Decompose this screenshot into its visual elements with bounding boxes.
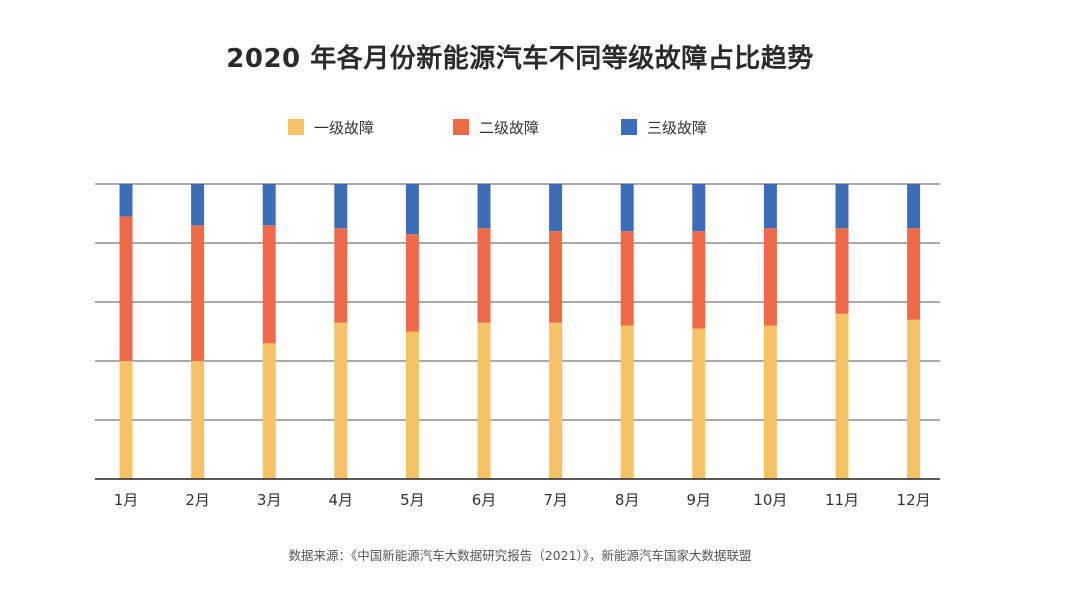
legend-item-level2: 二级故障 [453,115,539,139]
bar-segment-level1 [477,322,491,479]
x-tick-label: 7月 [543,491,568,509]
bar-segment-level3 [763,184,777,229]
bar-segment-level1 [405,331,419,479]
bar-segment-level2 [620,231,634,326]
bar-segment-level1 [119,361,133,479]
bar-segment-level3 [119,184,133,217]
chart-title: 2020 年各月份新能源汽车不同等级故障占比趋势 [226,44,814,74]
legend-swatch-level3 [621,119,637,135]
x-tick-label: 11月 [825,491,859,509]
x-tick-label: 5月 [400,491,425,509]
bar-segment-level2 [191,225,205,361]
bar-segment-level2 [835,228,849,314]
bar-segment-level3 [262,184,276,226]
bar-segment-level1 [692,328,706,479]
bar-segment-level3 [191,184,205,226]
bar-segment-level3 [620,184,634,232]
bar-segment-level2 [477,228,491,323]
x-tick-label: 2月 [185,491,210,509]
legend-label-level2: 二级故障 [479,118,540,137]
bar-segment-level1 [549,322,563,479]
bar-segment-level3 [549,184,563,232]
x-tick-label: 1月 [114,491,139,509]
bar-segment-level1 [835,313,849,479]
source-note: 数据来源：《中国新能源汽车大数据研究报告（2021）》，新能源汽车国家大数据联盟 [288,548,752,563]
bar-segment-level3 [907,184,921,229]
bar-segment-level3 [835,184,849,229]
bar-segment-level1 [191,361,205,479]
bar-segment-level1 [262,343,276,479]
legend-swatch-level2 [453,119,469,135]
legend-item-level1: 一级故障 [288,115,374,139]
legend-item-level3: 三级故障 [621,115,707,139]
x-tick-label: 10月 [753,491,787,509]
legend: 一级故障 二级故障 三级故障 [0,115,1080,139]
x-tick-label: 9月 [687,491,712,509]
legend-label-level3: 三级故障 [647,118,708,137]
bar-segment-level2 [549,231,563,323]
x-tick-label: 12月 [897,491,931,509]
x-tick-label: 3月 [257,491,282,509]
bar-segment-level1 [907,319,921,479]
bar-segment-level3 [334,184,348,229]
bar-segment-level1 [620,325,634,479]
bar-segment-level1 [334,322,348,479]
x-tick-label: 6月 [472,491,497,509]
x-tick-label: 4月 [329,491,354,509]
x-tick-label: 8月 [615,491,640,509]
bar-segment-level2 [405,234,419,332]
bar-segment-level2 [119,216,133,361]
bar-segment-level1 [763,325,777,479]
legend-label-level1: 一级故障 [314,118,375,137]
bar-segment-level3 [477,184,491,229]
bar-segment-level2 [907,228,921,320]
bar-segment-level2 [763,228,777,326]
bar-segment-level3 [692,184,706,232]
bar-segment-level2 [262,225,276,344]
bar-segment-level3 [405,184,419,235]
bar-segment-level2 [334,228,348,323]
legend-swatch-level1 [288,119,304,135]
bar-segment-level2 [692,231,706,329]
